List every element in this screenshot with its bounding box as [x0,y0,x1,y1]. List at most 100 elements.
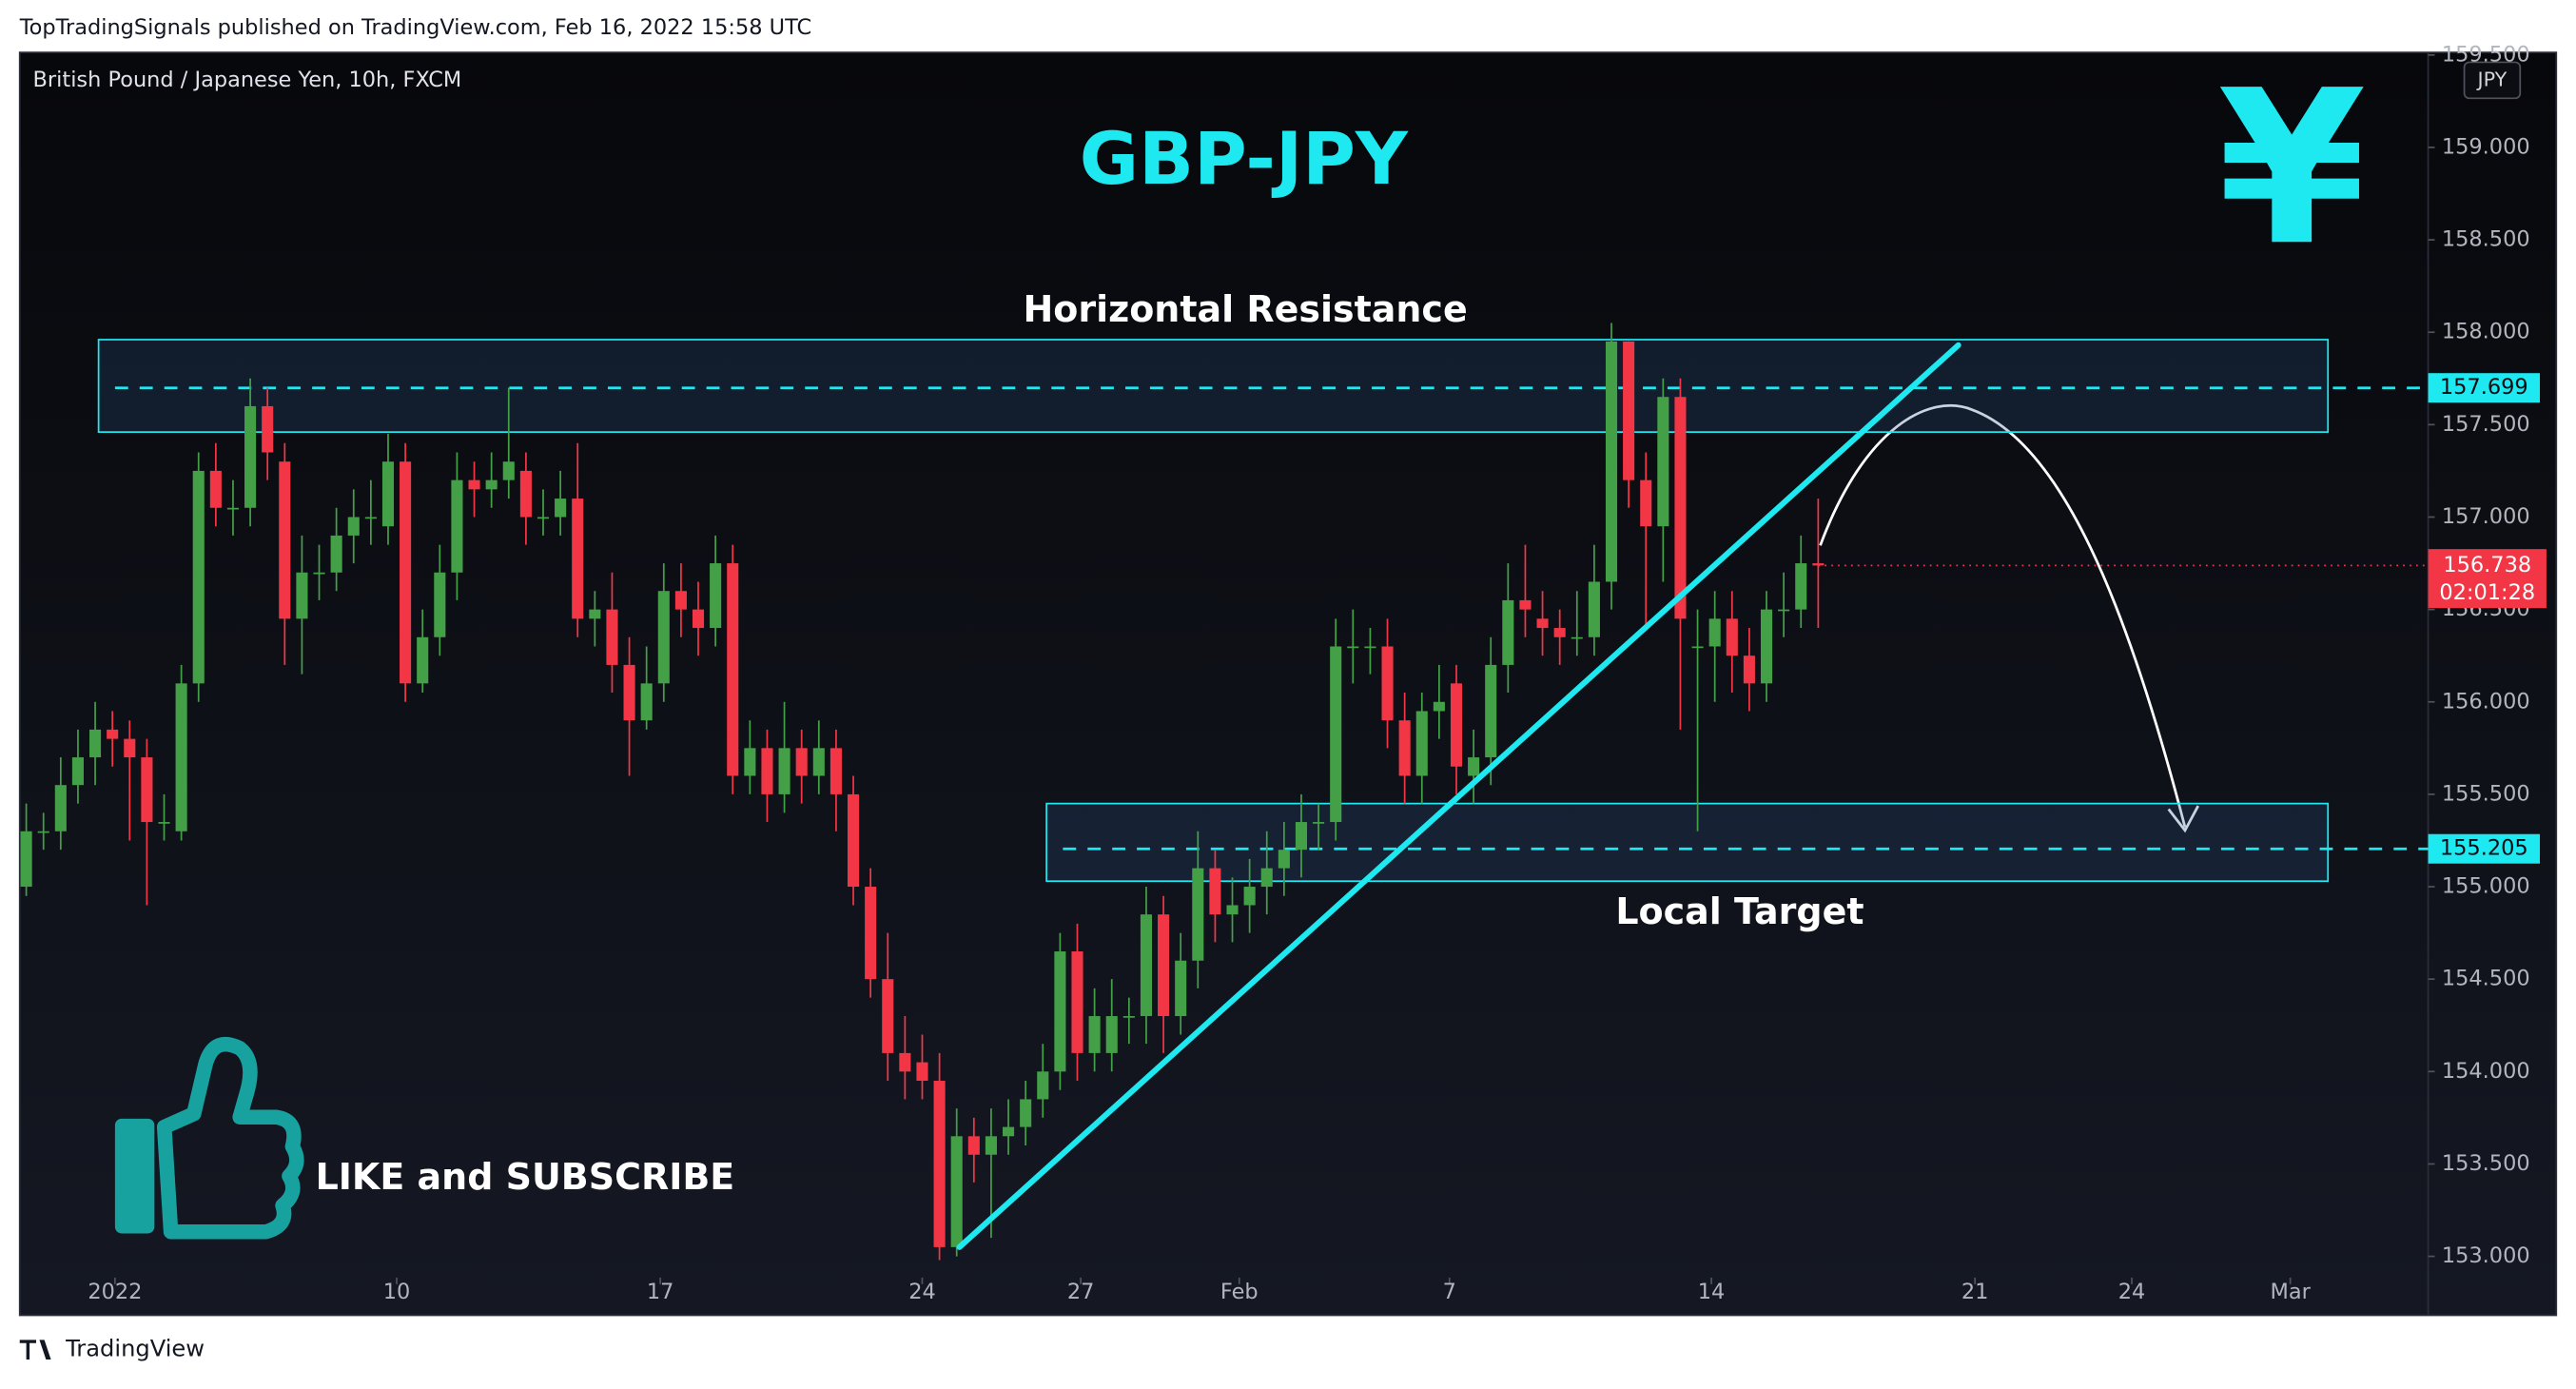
y-tick-label: 159.000 [2442,134,2530,159]
candle-body [1657,397,1669,527]
last-price-tag [2428,549,2547,609]
level-tag [2428,833,2541,864]
candle-body [1071,951,1083,1053]
candle-body [519,470,532,518]
y-tick-label: 158.000 [2442,320,2530,344]
candle-body [502,461,515,480]
publish-note: TopTradingSignals published on TradingVi… [19,15,811,40]
x-tick-label: Feb [1220,1280,1259,1304]
candle-body [865,887,877,980]
currency-box [2463,61,2522,100]
candle-body [1795,563,1807,610]
candle-body [1209,868,1221,915]
candle-body [1623,341,1635,480]
candle-body [279,461,291,619]
symbol-label: British Pound / Japanese Yen, 10h, FXCM [33,68,462,92]
thumb-hand [156,1037,304,1240]
candle-body [71,757,84,786]
candle-body [1037,1071,1049,1100]
candle-body [1691,646,1704,649]
projection-arrowhead [2167,805,2199,833]
candle-body [1330,646,1342,823]
y-tick-label: 154.500 [2442,967,2530,991]
candle-body [158,822,170,824]
trendline [956,342,1961,1250]
zone [97,339,2330,433]
y-tick-label: 155.000 [2442,874,2530,899]
candle-body [1105,1016,1118,1053]
candle-body [899,1052,911,1072]
y-tick-label: 158.500 [2442,227,2530,252]
candle-body [1588,581,1600,637]
candle-body [485,479,498,490]
candle-body [795,748,808,776]
candle-body [1485,664,1497,758]
x-tick-label: 17 [647,1280,674,1304]
candle-body [313,572,325,575]
zone-label: Horizontal Resistance [1023,288,1467,330]
x-tick-label: Mar [2270,1280,2311,1304]
candle-body [1347,646,1359,649]
candle-body [916,1062,928,1082]
chart-title: GBP-JPY [1080,117,1409,201]
candle-body [657,591,670,684]
x-tick-label: 7 [1443,1280,1456,1304]
candle-body [54,785,67,831]
zone-label: Local Target [1615,890,1864,932]
candle-body [1726,618,1738,656]
candle-body [296,572,308,619]
candle-body [1743,655,1755,684]
candle-body [1571,636,1583,639]
candle-body [364,517,377,519]
candle-body [347,517,360,536]
candle-body [1122,1016,1135,1018]
candle-body [692,609,705,629]
candle-body [761,748,773,794]
y-tick-label: 159.500 [2442,42,2530,67]
candle-body [555,499,567,518]
y-tick-label: 153.000 [2442,1243,2530,1268]
candle-body [1605,341,1618,582]
last-price-label: 156.738 [2443,553,2531,577]
candle-body [778,748,790,794]
candle-body [244,405,257,508]
candle-body [124,738,136,758]
candle-body [1468,757,1480,776]
candle-body [381,461,395,527]
level-tag-label: 155.205 [2440,836,2528,861]
y-tick-label: 153.500 [2442,1151,2530,1176]
candle-body [192,470,205,684]
candle-body [1778,609,1790,612]
candle-body [209,470,222,508]
candle-body [20,831,32,888]
candle-body [537,517,550,519]
candle-body [1760,609,1773,684]
candle-body [1020,1099,1032,1127]
y-tick-label: 156.000 [2442,689,2530,714]
level-tag-label: 157.699 [2440,375,2528,400]
y-tick-label: 157.500 [2442,412,2530,437]
candle-body [950,1136,963,1247]
candle-body [1708,618,1721,647]
candle-body [1313,822,1325,824]
candle-body [985,1136,997,1155]
candle-body [175,683,187,831]
candle-body [417,636,429,684]
candle-body [1381,646,1394,721]
candle-body [226,507,240,510]
candle-body [710,563,722,629]
candle-body [434,572,446,637]
x-tick-label: 24 [908,1280,936,1304]
candle-body [1140,914,1153,1017]
candle-body [1415,711,1428,776]
candle-body [107,729,119,739]
candle-body [640,683,653,721]
candle-body [1243,887,1256,906]
candle-body [1278,850,1290,869]
candle-body [451,479,463,573]
level-tag [2428,373,2541,403]
candle-body [882,979,894,1053]
candle-body [623,664,635,721]
x-tick-label: 2022 [88,1280,142,1304]
y-tick-label: 154.000 [2442,1059,2530,1084]
